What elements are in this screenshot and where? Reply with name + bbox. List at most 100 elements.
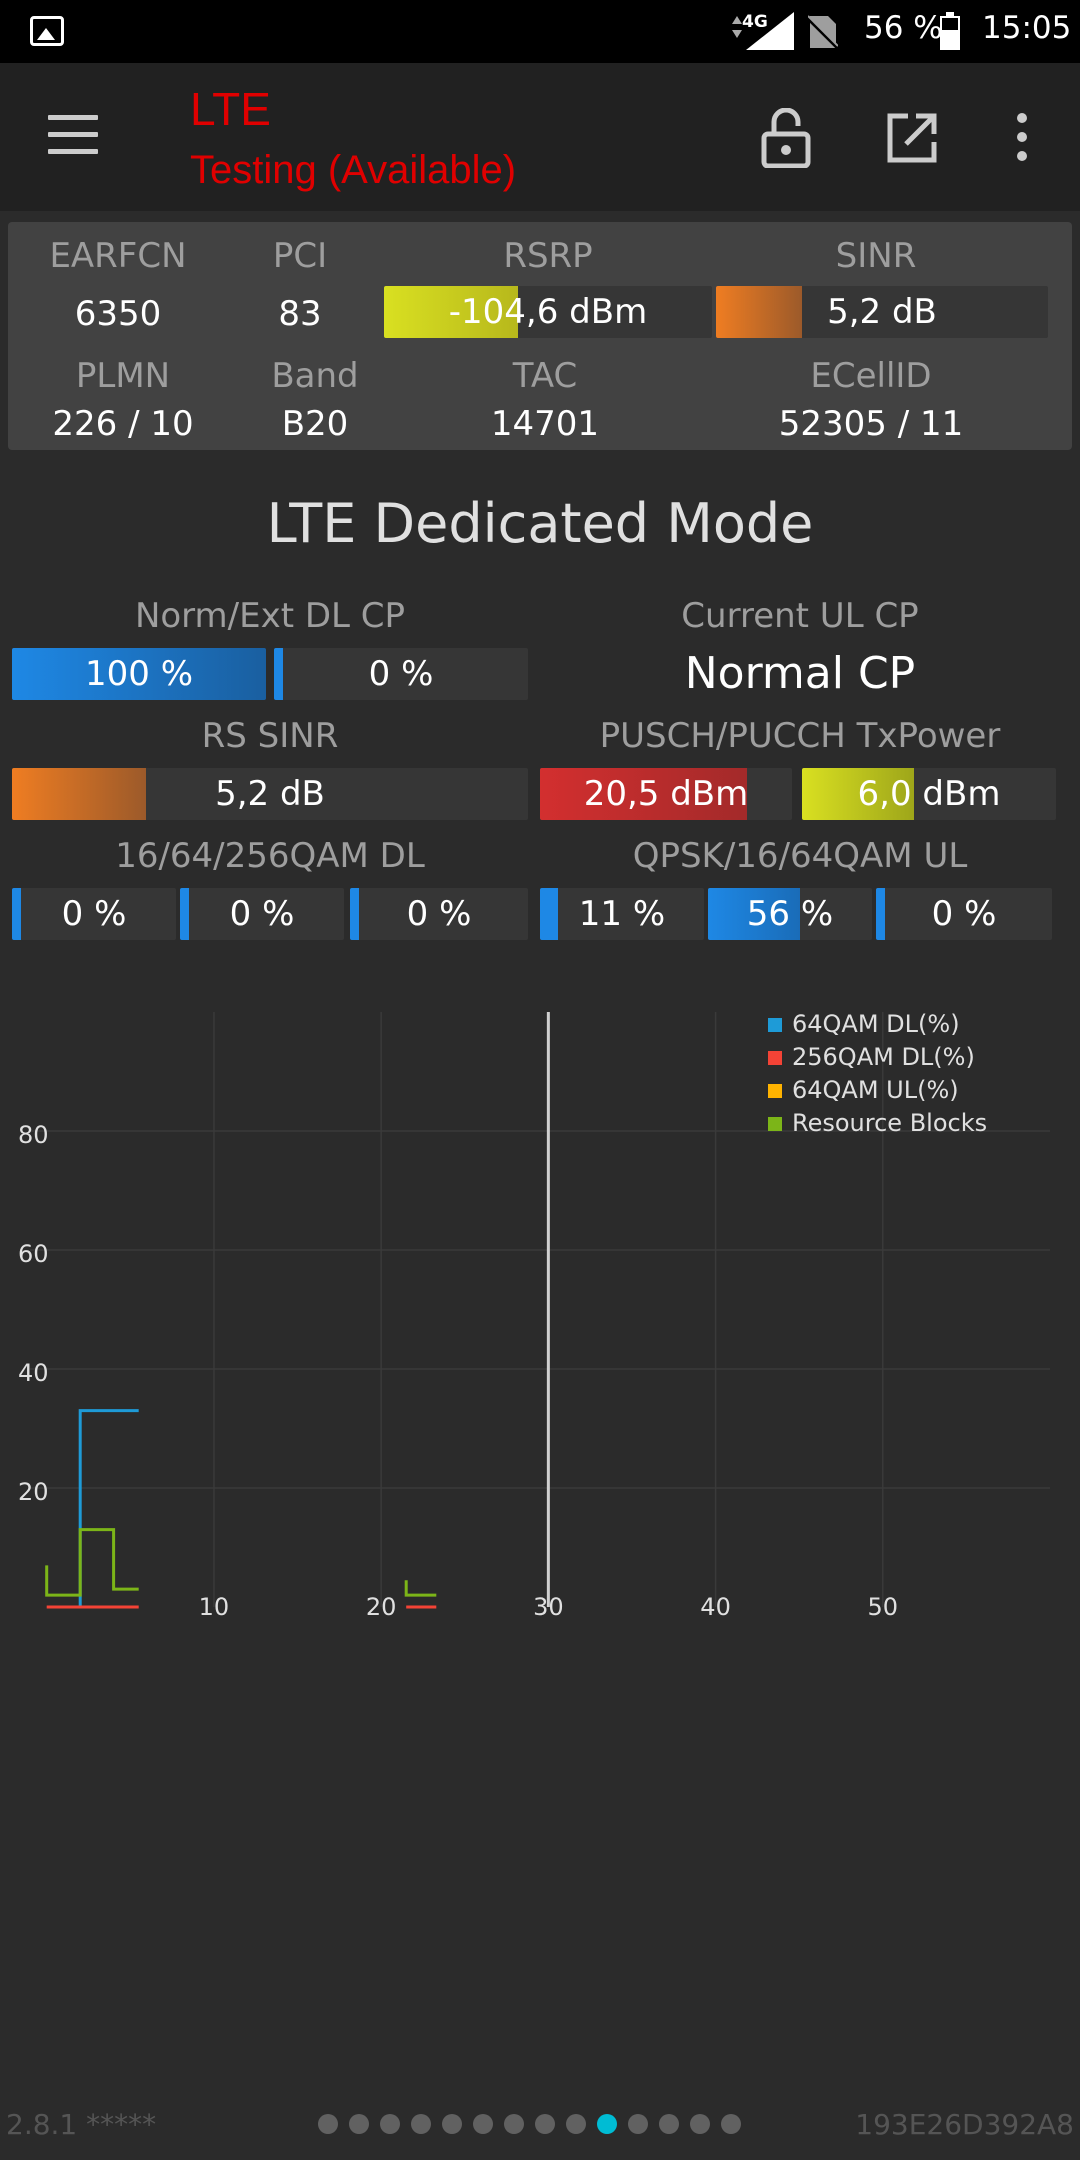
menu-icon[interactable]	[48, 115, 98, 155]
page-indicator[interactable]	[318, 2114, 741, 2134]
rsrp-label: RSRP	[503, 236, 593, 276]
page-dot[interactable]	[566, 2114, 586, 2134]
page-subtitle: Testing (Available)	[190, 148, 517, 192]
sinr-bar-fill	[716, 286, 802, 338]
sinr-bar: 5,2 dB	[716, 286, 1048, 338]
legend-label: 64QAM UL(%)	[792, 1076, 959, 1104]
legend-label: 256QAM DL(%)	[792, 1043, 975, 1071]
page-dot[interactable]	[473, 2114, 493, 2134]
rs-sinr-value: 5,2 dB	[215, 774, 325, 814]
page-dot[interactable]	[349, 2114, 369, 2134]
rs-sinr-fill	[12, 768, 146, 820]
pucch-power-bar: 6,0 dBm	[802, 768, 1056, 820]
series-line-0	[78, 1409, 139, 1607]
cp-dl-extended-bar: 0 %	[274, 648, 528, 700]
series-line-3	[45, 1528, 437, 1597]
page-dot[interactable]	[659, 2114, 679, 2134]
qam16-ul-fill	[708, 888, 800, 940]
qpsk-ul-fill	[540, 888, 558, 940]
device-id: 193E26D392A8	[855, 2108, 1074, 2141]
page-dot[interactable]	[318, 2114, 338, 2134]
sinr-label: SINR	[835, 236, 917, 276]
lock-icon[interactable]	[760, 108, 812, 168]
signal-icon	[732, 12, 794, 50]
cp-dl-label: Norm/Ext DL CP	[134, 596, 406, 636]
qam256-dl-fill	[350, 888, 359, 940]
plmn-label: PLMN	[75, 356, 171, 396]
open-external-icon[interactable]	[886, 112, 938, 164]
page-dot[interactable]	[628, 2114, 648, 2134]
cp-ul-label: Current UL CP	[681, 596, 919, 636]
rsrp-bar: -104,6 dBm	[384, 286, 712, 338]
page-dot[interactable]	[411, 2114, 431, 2134]
page-dot[interactable]	[504, 2114, 524, 2134]
earfcn-label: EARFCN	[49, 236, 187, 276]
sinr-value: 5,2 dB	[827, 292, 937, 332]
qam16-ul-value: 56 %	[746, 894, 834, 934]
page-dot[interactable]	[721, 2114, 741, 2134]
battery-icon	[940, 12, 960, 50]
qam256-dl-value: 0 %	[406, 894, 472, 934]
mode-title: LTE Dedicated Mode	[266, 492, 814, 555]
tac-value: 14701	[490, 404, 600, 444]
pucch-power-fill	[802, 768, 914, 820]
page-dot[interactable]	[535, 2114, 555, 2134]
qam64-dl-fill	[180, 888, 189, 940]
x-tick-label: 50	[868, 1593, 899, 1621]
pusch-power-value: 20,5 dBm	[583, 774, 749, 814]
qam16-ul-bar: 56 %	[708, 888, 872, 940]
y-tick-label: 20	[18, 1478, 49, 1506]
legend-swatch	[768, 1117, 782, 1131]
cp-dl-extended-value: 0 %	[368, 654, 434, 694]
x-tick-label: 20	[366, 1593, 397, 1621]
qam16-dl-value: 0 %	[61, 894, 127, 934]
qam16-dl-fill	[12, 888, 21, 940]
page-title: LTE	[190, 83, 271, 135]
x-tick-label: 10	[199, 1593, 230, 1621]
rs-sinr-label: RS SINR	[201, 716, 339, 756]
network-type: 4G	[742, 12, 768, 32]
qpsk-ul-bar: 11 %	[540, 888, 704, 940]
battery-percent: 56 %	[864, 10, 943, 46]
y-tick-label: 80	[18, 1121, 49, 1149]
qam16-dl-bar: 0 %	[12, 888, 176, 940]
cp-ul-value: Normal CP	[684, 648, 916, 699]
ecellid-label: ECellID	[810, 356, 932, 396]
band-value: B20	[281, 404, 349, 444]
page-dot[interactable]	[690, 2114, 710, 2134]
y-tick-label: 60	[18, 1240, 49, 1268]
no-sim-icon	[808, 15, 838, 50]
legend-swatch	[768, 1084, 782, 1098]
x-tick-label: 40	[700, 1593, 731, 1621]
cp-dl-normal-bar: 100 %	[12, 648, 266, 700]
band-label: Band	[271, 356, 359, 396]
cp-dl-normal-fill	[12, 648, 266, 700]
qam-dl-label: 16/64/256QAM DL	[115, 836, 425, 876]
page-dot[interactable]	[442, 2114, 462, 2134]
qam64-dl-value: 0 %	[229, 894, 295, 934]
ecellid-value: 52305 / 11	[778, 404, 964, 444]
rsrp-bar-fill	[384, 286, 518, 338]
qpsk-ul-value: 11 %	[578, 894, 666, 934]
page-dot[interactable]	[380, 2114, 400, 2134]
txpower-label: PUSCH/PUCCH TxPower	[599, 716, 1001, 756]
gallery-icon	[30, 16, 64, 46]
qam64-ul-fill	[876, 888, 885, 940]
tac-label: TAC	[512, 356, 578, 396]
qam64-ul-bar: 0 %	[876, 888, 1052, 940]
legend-label: 64QAM DL(%)	[792, 1010, 960, 1038]
more-vert-icon[interactable]	[1012, 112, 1032, 162]
y-tick-label: 40	[18, 1359, 49, 1387]
status-bar: 4G 56 % 15:05	[0, 0, 1080, 63]
cp-dl-extended-fill	[274, 648, 283, 700]
qam64-ul-value: 0 %	[931, 894, 997, 934]
page-dot[interactable]	[597, 2114, 617, 2134]
pci-value: 83	[278, 294, 322, 334]
pusch-power-bar: 20,5 dBm	[540, 768, 792, 820]
pusch-power-fill	[540, 768, 747, 820]
app-bar	[0, 63, 1080, 211]
clock: 15:05	[982, 10, 1072, 46]
qam-ul-label: QPSK/16/64QAM UL	[632, 836, 968, 876]
legend-label: Resource Blocks	[792, 1109, 987, 1137]
